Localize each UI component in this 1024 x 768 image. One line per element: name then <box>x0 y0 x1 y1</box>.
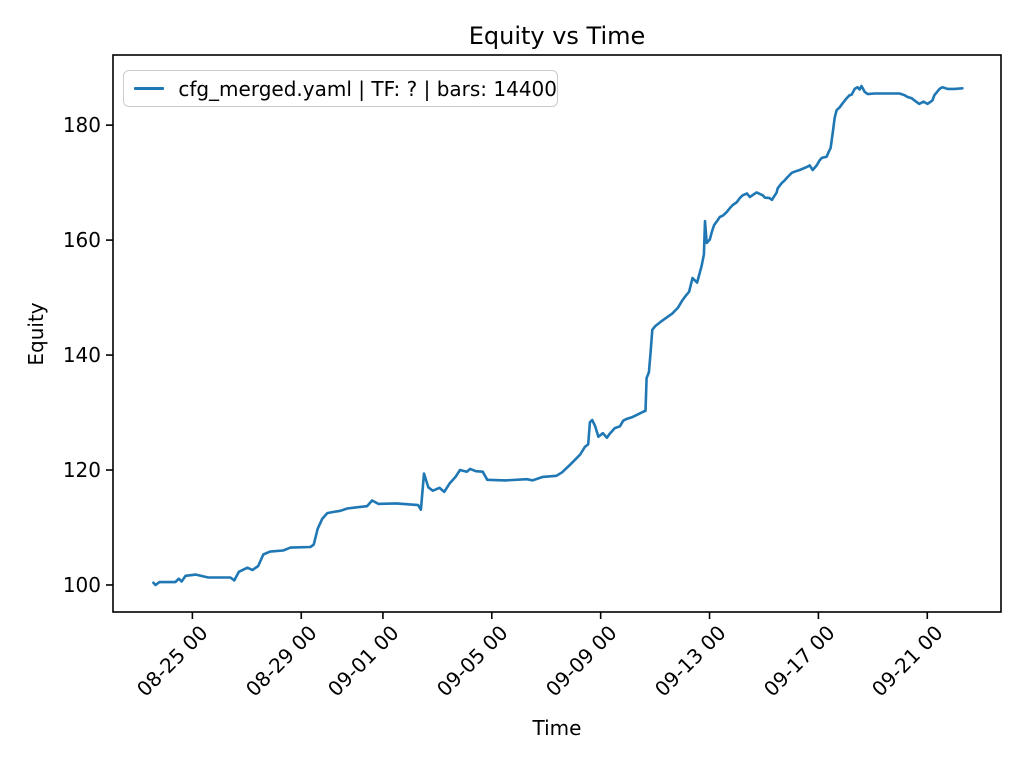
x-axis-label: Time <box>532 716 582 740</box>
axes-frame <box>112 54 1002 613</box>
y-axis-label: Equity <box>24 302 48 366</box>
legend: cfg_merged.yaml | TF: ? | bars: 14400 <box>123 70 558 107</box>
y-tick-label: 180 <box>62 113 101 138</box>
y-tick-label: 160 <box>62 228 101 253</box>
y-tick-label: 100 <box>62 572 101 597</box>
equity-line-series <box>152 84 964 587</box>
legend-label: cfg_merged.yaml | TF: ? | bars: 14400 <box>178 76 557 101</box>
legend-line-sample <box>134 87 165 90</box>
chart-title: Equity vs Time <box>468 22 646 50</box>
tick-marks <box>106 124 929 619</box>
y-tick-label: 140 <box>62 343 101 368</box>
y-tick-label: 120 <box>62 458 101 483</box>
